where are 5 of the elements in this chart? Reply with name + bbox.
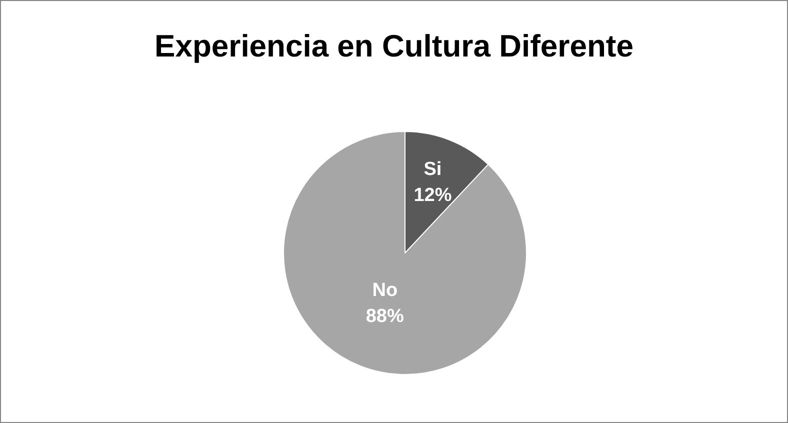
slice-label: No [372, 280, 398, 302]
data-label: 12% [414, 185, 452, 206]
data-label: 88% [366, 306, 404, 328]
chart-title: Experiencia en Cultura Diferente [154, 28, 634, 64]
slice-label: Si [424, 159, 442, 180]
